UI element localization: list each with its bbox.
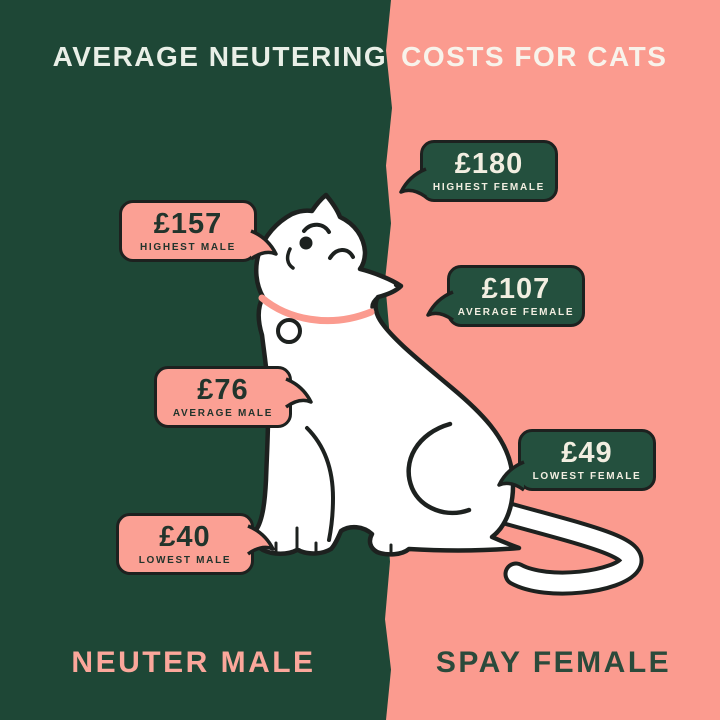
cost-value: £76 <box>197 373 249 406</box>
speech-tail-icon <box>497 460 526 492</box>
cost-value: £40 <box>159 520 211 553</box>
female-category-label: SPAY FEMALE <box>435 646 672 679</box>
cat-collar <box>258 294 375 325</box>
male-category-label: NEUTER MALE <box>71 646 316 679</box>
cost-label: LOWEST MALE <box>138 554 232 566</box>
cost-value: £107 <box>481 272 551 305</box>
cost-label: LOWEST FEMALE <box>532 470 642 482</box>
cat-face <box>285 222 401 309</box>
cost-value: £157 <box>153 207 223 240</box>
cat-haunch-line <box>406 421 472 516</box>
speech-tail-icon <box>284 377 313 409</box>
speech-tail-icon <box>249 229 278 261</box>
cost-label: HIGHEST MALE <box>140 241 236 253</box>
speech-tail-icon <box>246 524 275 556</box>
cat-body <box>252 192 522 557</box>
cost-bubble-highest-male: £157 HIGHEST MALE <box>119 200 278 262</box>
cost-label: HIGHEST FEMALE <box>432 181 546 193</box>
cost-label: AVERAGE FEMALE <box>457 306 575 318</box>
cat-tail <box>482 497 644 596</box>
title-part-male: AVERAGE NEUTERING <box>52 41 388 72</box>
cost-label: AVERAGE MALE <box>172 407 274 419</box>
cost-bubble-highest-female: £180 HIGHEST FEMALE <box>399 140 558 202</box>
cat-eye-wink <box>328 248 355 260</box>
cost-value: £49 <box>561 436 613 469</box>
cat-brow <box>302 222 331 234</box>
cat-collar-tag <box>276 318 302 344</box>
cost-bubble-average-female: £107 AVERAGE FEMALE <box>426 265 585 327</box>
female-half-background <box>385 0 720 720</box>
cat-mouth-line <box>370 295 380 309</box>
cost-bubble-average-male: £76 AVERAGE MALE <box>154 366 313 428</box>
cat-front-leg-line <box>305 426 336 542</box>
cat-cheek-line <box>285 247 295 270</box>
speech-tail-icon <box>399 167 428 199</box>
cat-eye-open <box>299 236 313 250</box>
cost-bubble-lowest-male: £40 LOWEST MALE <box>116 513 275 575</box>
speech-tail-icon <box>426 290 455 322</box>
title-part-female: COSTS FOR CATS <box>401 41 668 72</box>
cost-bubble-lowest-female: £49 LOWEST FEMALE <box>497 429 656 492</box>
page-title: AVERAGE NEUTERING COSTS FOR CATS <box>0 42 720 72</box>
cost-value: £180 <box>454 147 524 180</box>
cat-paw-lines <box>274 526 393 555</box>
cat-nose <box>393 282 401 288</box>
